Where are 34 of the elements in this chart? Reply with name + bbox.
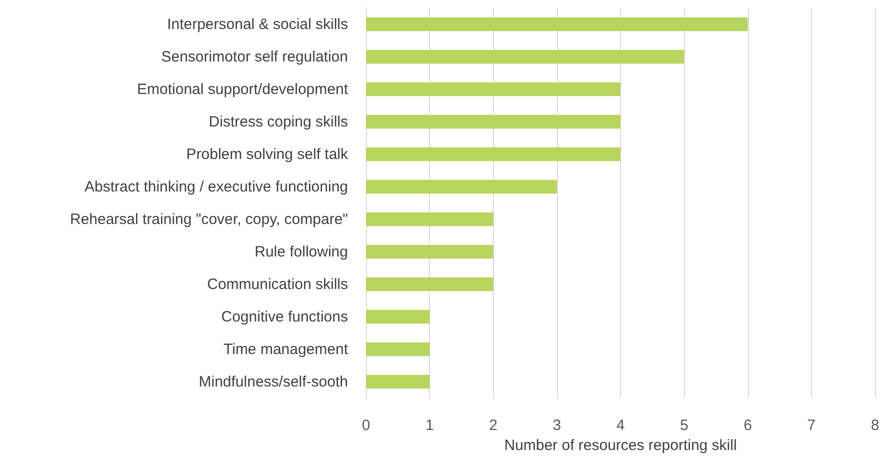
bar bbox=[366, 180, 557, 194]
y-tick-label: Distress coping skills bbox=[208, 113, 348, 130]
x-axis-title: Number of resources reporting skill bbox=[504, 436, 737, 454]
bar bbox=[366, 310, 430, 324]
x-tick-label: 6 bbox=[744, 417, 752, 434]
x-tick-label: 1 bbox=[425, 417, 434, 434]
bar bbox=[366, 114, 620, 129]
x-tick-label: 2 bbox=[489, 417, 498, 434]
x-tick-label: 8 bbox=[870, 417, 880, 434]
y-tick-label: Communication skills bbox=[207, 276, 348, 293]
y-tick-label: Rule following bbox=[254, 243, 348, 260]
x-tick-label: 7 bbox=[807, 417, 816, 434]
y-tick-label: Emotional support/development bbox=[137, 80, 349, 98]
x-tick-label: 5 bbox=[680, 417, 688, 434]
bar bbox=[366, 277, 494, 292]
bar bbox=[366, 82, 620, 96]
y-tick-label: Rehearsal training "cover, copy, compare" bbox=[70, 210, 348, 228]
bar bbox=[366, 50, 684, 64]
bar bbox=[366, 244, 494, 259]
x-tick-label: 0 bbox=[362, 417, 370, 434]
bar bbox=[366, 342, 430, 356]
y-tick-label: Cognitive functions bbox=[221, 308, 348, 326]
bar bbox=[366, 374, 430, 389]
y-tick-label: Mindfulness/self-sooth bbox=[198, 373, 348, 390]
bar bbox=[366, 147, 620, 162]
bar bbox=[366, 17, 748, 32]
x-tick-label: 4 bbox=[616, 417, 625, 434]
bar bbox=[366, 212, 494, 226]
y-tick-label: Problem solving self talk bbox=[186, 146, 348, 163]
y-tick-label: Abstract thinking / executive functioning bbox=[84, 178, 348, 196]
y-tick-label: Time management bbox=[224, 340, 349, 358]
y-tick-label: Sensorimotor self regulation bbox=[161, 48, 348, 66]
x-tick-label: 3 bbox=[552, 417, 562, 434]
y-tick-label: Interpersonal & social skills bbox=[167, 16, 348, 33]
